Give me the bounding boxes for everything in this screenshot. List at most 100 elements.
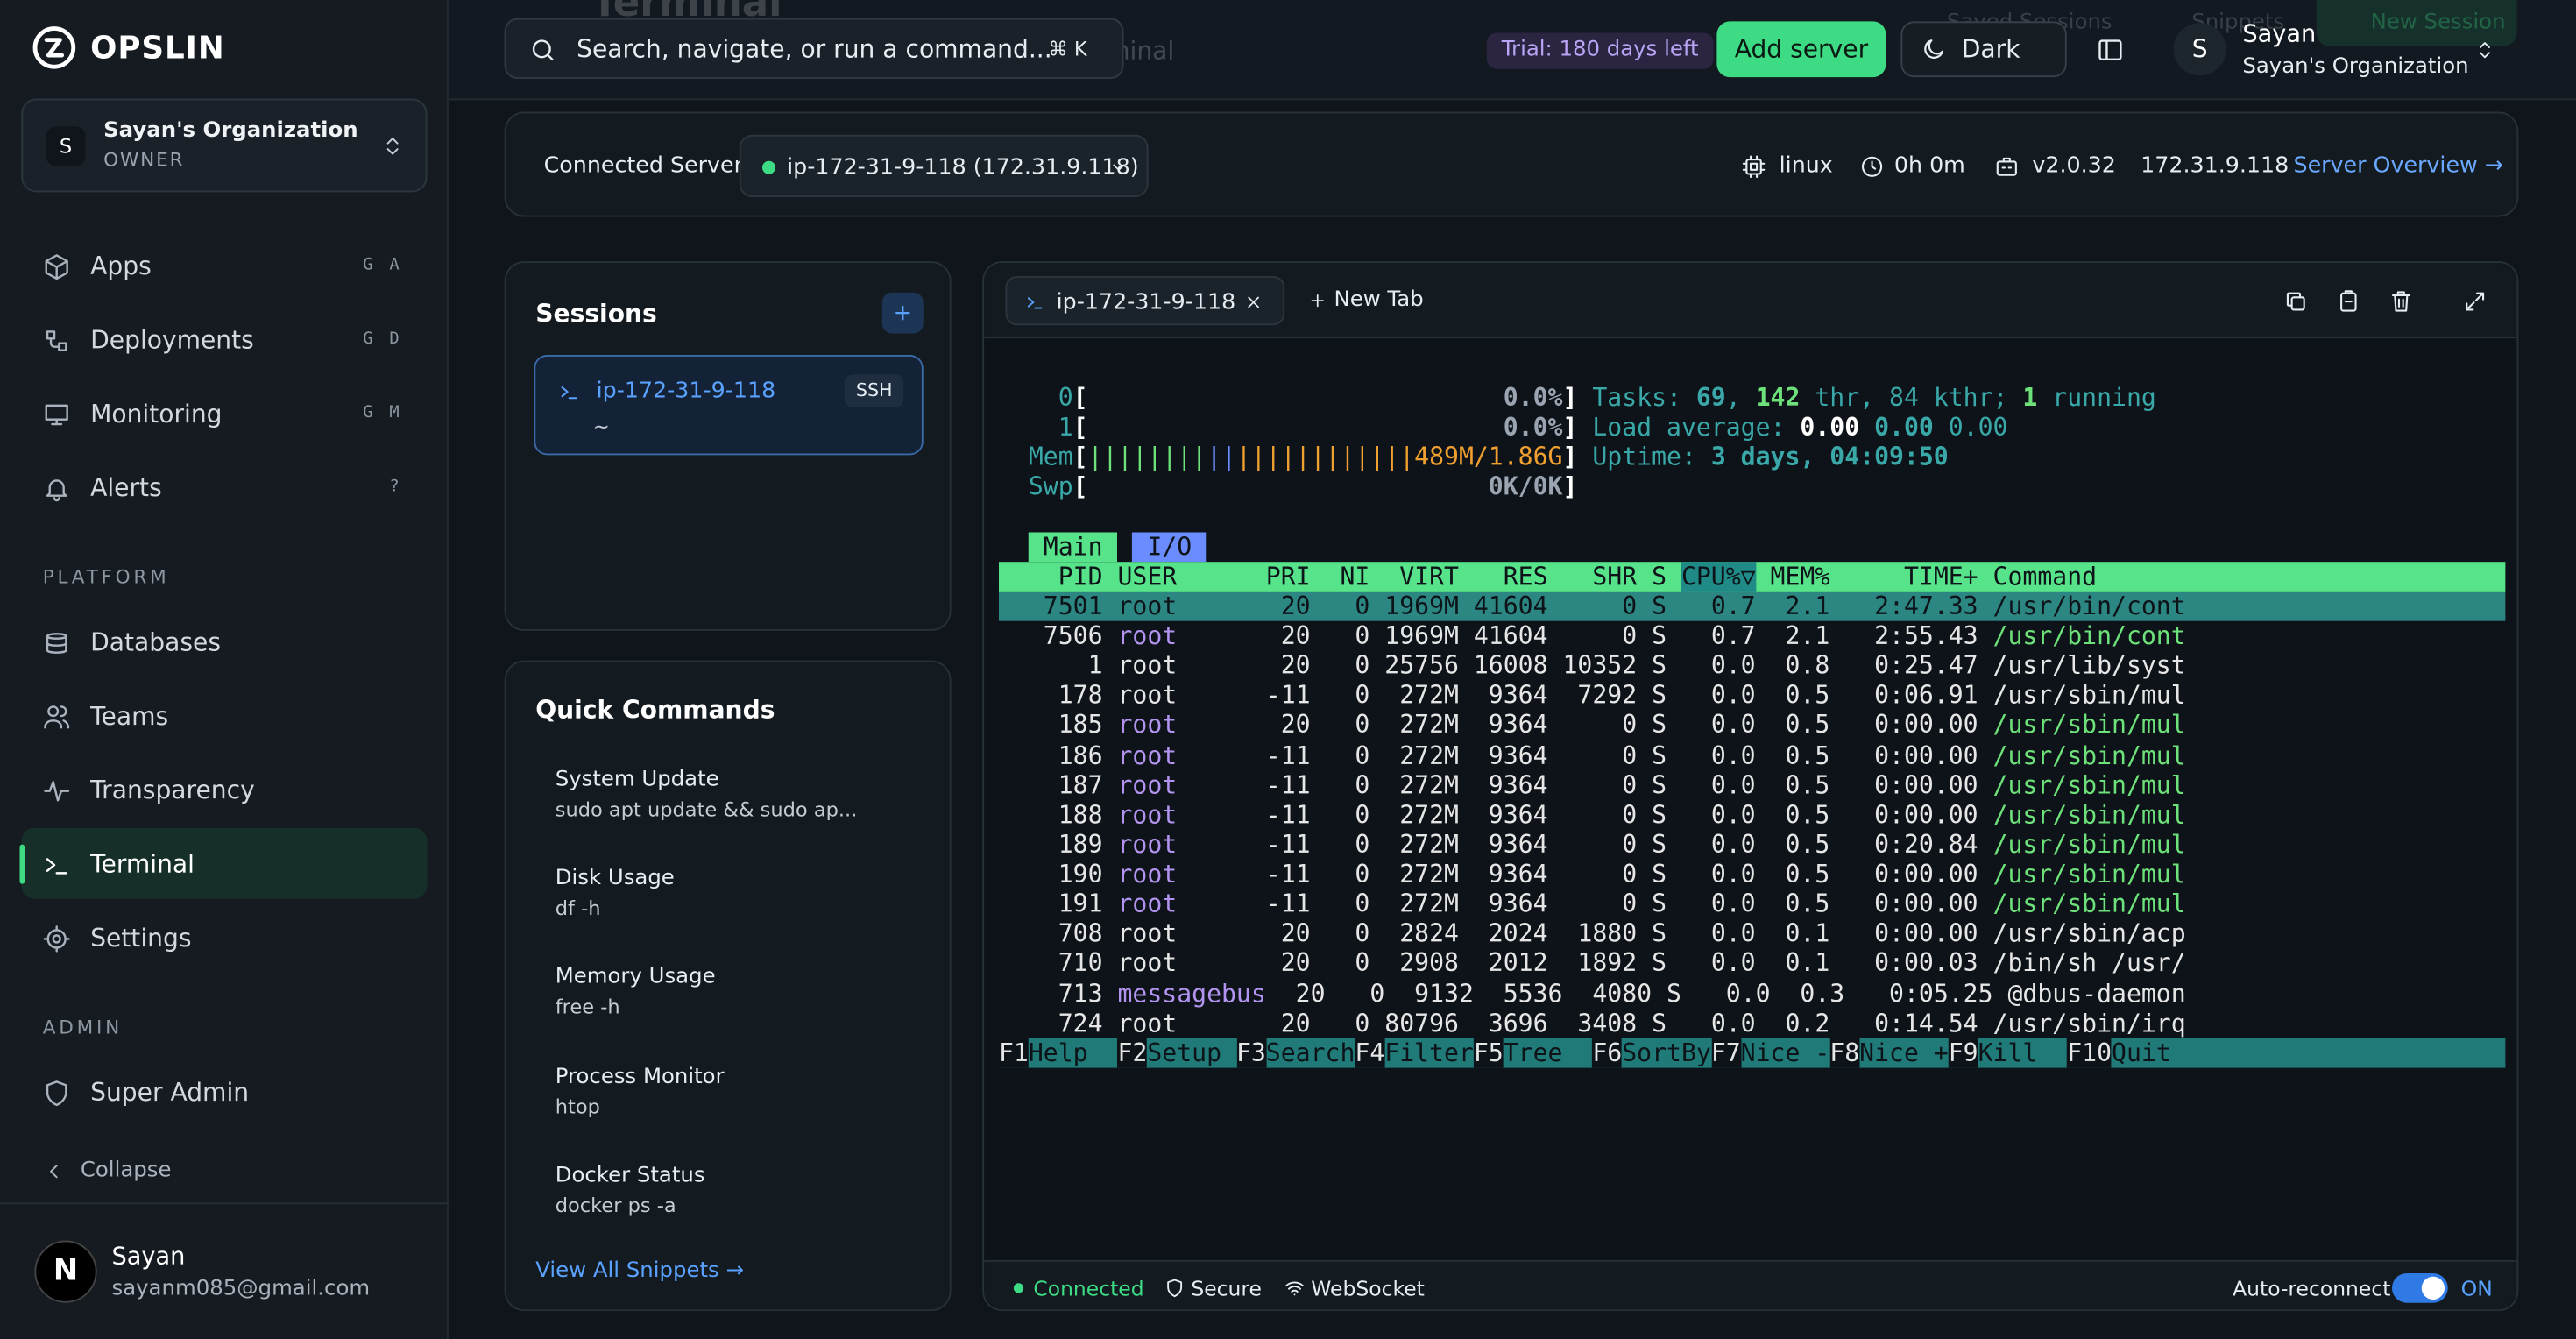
snippet-command: df -h [555,896,601,920]
page-action: New Session [2370,10,2506,35]
add-session-button[interactable] [881,292,924,334]
process-cell: 0 [1622,710,1638,740]
search-box[interactable]: Search, navigate, or run a command... ⌘ K [504,18,1124,79]
process-cell: 0 [1355,829,1370,860]
terminal-line: 1[ 0.0%] Load average: 0.00 0.00 0.00 [999,413,2505,443]
function-key: F2 [1117,1038,1148,1068]
function-key-text: Kill [1978,1038,2038,1068]
process-row[interactable]: 186 root -11 0 272M 9364 0 S 0.0 0.5 0:0… [999,740,2505,770]
meter-bracket: [ [1072,412,1088,443]
session-item[interactable]: ip-172-31-9-118 SSH ~ [534,354,924,456]
process-row[interactable]: 191 root -11 0 272M 9364 0 S 0.0 0.5 0:0… [999,889,2505,919]
collapse-button[interactable]: Collapse [80,1158,172,1184]
process-cell: 724 [1058,1008,1103,1038]
meter-bar: |||||||||||| [1235,442,1415,472]
terminal-tab[interactable]: ip-172-31-9-118 [1005,275,1285,326]
nav-link[interactable]: Alerts [90,472,162,503]
process-cell: 7501 [1043,591,1103,621]
process-cell: 186 [1058,740,1103,770]
server-select[interactable]: ip-172-31-9-118 (172.31.9.118) [739,134,1149,197]
snippet-name[interactable]: System Update [555,767,719,793]
nav-link[interactable]: Deployments [90,325,254,355]
nav-link[interactable]: Transparency [90,775,255,805]
nav-link[interactable]: Databases [90,627,221,657]
snippet-name[interactable]: Memory Usage [555,965,716,990]
process-cell: root [1117,859,1178,889]
server-overview-link[interactable]: Server Overview → [2293,152,2504,180]
process-cell: 41604 [1473,591,1548,621]
process-cell: 0 [1622,829,1638,860]
process-cell: 2.1 [1785,620,1830,651]
process-cell: -11 [1265,769,1311,800]
shield-icon [1167,1279,1183,1298]
add-server-button[interactable]: Add server [1716,21,1886,78]
process-cell: 25756 [1384,650,1459,681]
process-cell: 9364 [1488,680,1548,711]
process-cell: 0 [1355,680,1370,711]
screen-tab-label: Main [1043,531,1103,562]
quick-commands-card: Quick Commands System Update sudo apt upda… [504,660,952,1312]
chevron-updown [386,138,399,155]
function-key-label: Quit [2112,1038,2186,1067]
nav-link[interactable]: Terminal [90,849,195,880]
process-cell: 0.0 [1710,680,1756,711]
process-cell: 0.0 [1710,1008,1756,1038]
nav-icon [45,857,67,874]
snippet-name[interactable]: Process Monitor [555,1064,725,1089]
process-cell: root [1117,680,1178,711]
snippet-name[interactable]: Disk Usage [555,866,675,891]
column-header: PRI [1265,561,1311,592]
snippet-name[interactable]: Docker Status [555,1163,705,1188]
nav-link[interactable]: Apps [90,251,152,281]
view-snippets-link[interactable]: View All Snippets → [535,1258,744,1284]
agent-icon [1995,156,2016,175]
process-row[interactable]: 7501 root 20 0 1969M 41604 0 S 0.7 2.1 2… [999,591,2506,621]
process-cell: 0 [1355,740,1370,770]
process-row[interactable]: 187 root -11 0 272M 9364 0 S 0.0 0.5 0:0… [999,770,2505,800]
process-cell: @dbus-daemon [2007,978,2186,1009]
screen-tab: I/O [1132,531,1207,562]
nav-link[interactable]: Teams [90,701,169,732]
nav-icon [43,705,69,728]
process-row[interactable]: 189 root -11 0 272M 9364 0 S 0.0 0.5 0:2… [999,830,2505,860]
process-cell: 0 [1355,591,1370,621]
process-cell: root [1117,710,1178,740]
function-key: F4 [1355,1038,1385,1068]
process-row[interactable]: 178 root -11 0 272M 9364 7292 S 0.0 0.5 … [999,681,2505,711]
org-avatar: S [46,126,86,166]
process-cell: S [1652,680,1667,711]
process-row[interactable]: 724 root 20 0 80796 3696 3408 S 0.0 0.2 … [999,1008,2505,1038]
new-tab-button[interactable]: New Tab [1334,287,1424,313]
process-cell: /usr/bin/cont [1992,591,2186,621]
meter-info: Tasks: [1592,382,1696,413]
process-cell: 9364 [1488,799,1548,830]
org-switcher[interactable]: S Sayan's Organization OWNER [21,98,428,193]
process-row[interactable]: 185 root 20 0 272M 9364 0 S 0.0 0.5 0:00… [999,711,2505,740]
process-row[interactable]: 190 root -11 0 272M 9364 0 S 0.0 0.5 0:0… [999,860,2505,889]
auto-reconnect-toggle[interactable] [2392,1272,2448,1303]
nav-link[interactable]: Settings [90,923,192,953]
nav-link[interactable]: Super Admin [90,1077,250,1108]
meter-bracket: [ [1072,442,1088,472]
process-row[interactable]: 7506 root 20 0 1969M 41604 0 S 0.7 2.1 2… [999,621,2505,651]
column-header: Command [1992,561,2098,592]
process-row[interactable]: 713 messagebus 20 0 9132 5536 4080 S 0.0… [999,978,2505,1008]
meter-info: 0.00 [1948,412,2008,443]
process-cell: root [1117,948,1178,979]
process-row[interactable]: 708 root 20 0 2824 2024 1880 S 0.0 0.1 0… [999,918,2505,948]
process-row[interactable]: 188 root -11 0 272M 9364 0 S 0.0 0.5 0:0… [999,800,2505,830]
status-dot [1013,1283,1024,1293]
process-cell: S [1652,948,1667,979]
user-avatar: S [2173,23,2226,76]
process-cell: /usr/sbin/irq [1992,1008,2186,1038]
process-row[interactable]: 1 root 20 0 25756 16008 10352 S 0.0 0.8 … [999,651,2505,681]
process-cell: 0.7 [1710,620,1756,651]
nav-link[interactable]: Monitoring [90,399,223,429]
brand-logo [32,26,76,69]
process-cell: 272M [1399,859,1459,889]
meter-info: Uptime: [1592,442,1711,472]
process-cell: 0 [1622,769,1638,800]
process-row[interactable]: 710 root 20 0 2908 2012 1892 S 0.0 0.1 0… [999,948,2505,978]
theme-button[interactable]: Dark [1900,21,2067,78]
